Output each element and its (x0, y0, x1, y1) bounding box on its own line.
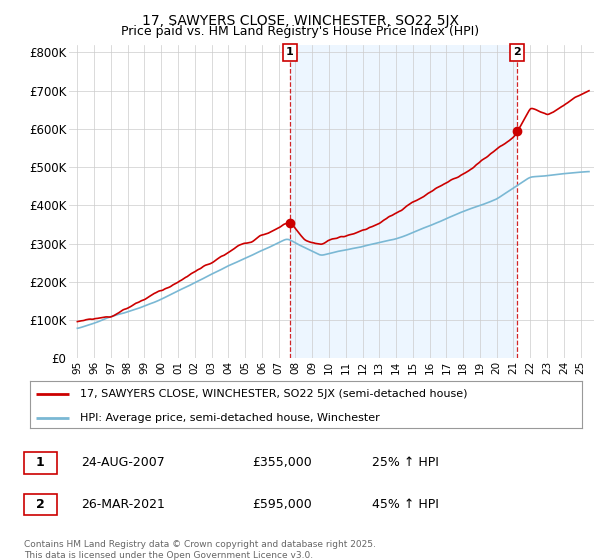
Text: HPI: Average price, semi-detached house, Winchester: HPI: Average price, semi-detached house,… (80, 413, 379, 423)
FancyBboxPatch shape (24, 452, 57, 474)
Bar (290, 45, 517, 358)
Text: £595,000: £595,000 (252, 498, 312, 511)
Text: 17, SAWYERS CLOSE, WINCHESTER, SO22 5JX (semi-detached house): 17, SAWYERS CLOSE, WINCHESTER, SO22 5JX … (80, 389, 467, 399)
Text: 1: 1 (36, 456, 44, 469)
Text: 1: 1 (286, 48, 293, 58)
Text: 2: 2 (36, 498, 44, 511)
Text: 17, SAWYERS CLOSE, WINCHESTER, SO22 5JX: 17, SAWYERS CLOSE, WINCHESTER, SO22 5JX (142, 14, 458, 28)
Text: Price paid vs. HM Land Registry's House Price Index (HPI): Price paid vs. HM Land Registry's House … (121, 25, 479, 38)
Text: 26-MAR-2021: 26-MAR-2021 (81, 498, 165, 511)
Text: 2: 2 (514, 48, 521, 58)
FancyBboxPatch shape (24, 494, 57, 515)
Text: £355,000: £355,000 (252, 456, 312, 469)
Text: 24-AUG-2007: 24-AUG-2007 (81, 456, 165, 469)
Text: Contains HM Land Registry data © Crown copyright and database right 2025.
This d: Contains HM Land Registry data © Crown c… (24, 540, 376, 559)
Text: 45% ↑ HPI: 45% ↑ HPI (372, 498, 439, 511)
Text: 25% ↑ HPI: 25% ↑ HPI (372, 456, 439, 469)
